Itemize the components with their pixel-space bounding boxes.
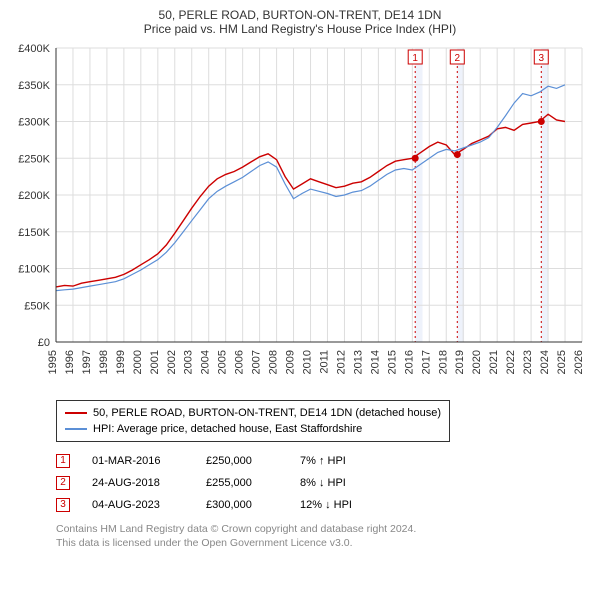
svg-text:2026: 2026	[573, 350, 585, 374]
svg-text:£100K: £100K	[18, 264, 50, 276]
svg-text:3: 3	[538, 53, 544, 64]
svg-text:2023: 2023	[522, 350, 534, 374]
event-date: 01-MAR-2016	[92, 450, 192, 472]
svg-text:£300K: £300K	[18, 117, 50, 129]
svg-text:2021: 2021	[488, 350, 500, 374]
legend-row: HPI: Average price, detached house, East…	[65, 421, 441, 437]
svg-text:2019: 2019	[454, 350, 466, 374]
svg-text:1997: 1997	[81, 350, 93, 374]
svg-text:2017: 2017	[420, 350, 432, 374]
legend-swatch	[65, 428, 87, 430]
svg-text:2016: 2016	[403, 350, 415, 374]
svg-text:2015: 2015	[386, 350, 398, 374]
svg-text:2009: 2009	[285, 350, 297, 374]
chart-subtitle: Price paid vs. HM Land Registry's House …	[12, 22, 588, 36]
svg-text:2006: 2006	[234, 350, 246, 374]
chart-title: 50, PERLE ROAD, BURTON-ON-TRENT, DE14 1D…	[12, 8, 588, 22]
legend-box: 50, PERLE ROAD, BURTON-ON-TRENT, DE14 1D…	[56, 400, 450, 442]
svg-text:2014: 2014	[369, 350, 381, 374]
svg-text:2011: 2011	[318, 350, 330, 374]
legend-swatch	[65, 412, 87, 414]
legend-label: HPI: Average price, detached house, East…	[93, 421, 362, 437]
svg-text:2020: 2020	[471, 350, 483, 374]
event-diff: 8% ↓ HPI	[300, 472, 400, 494]
svg-text:£50K: £50K	[24, 300, 50, 312]
svg-text:2025: 2025	[556, 350, 568, 374]
footer-text: Contains HM Land Registry data © Crown c…	[56, 522, 588, 550]
event-row: 2 24-AUG-2018 £255,000 8% ↓ HPI	[56, 472, 588, 494]
svg-text:£400K: £400K	[18, 43, 50, 55]
footer-line-2: This data is licensed under the Open Gov…	[56, 536, 588, 550]
svg-text:2: 2	[455, 53, 461, 64]
event-date: 24-AUG-2018	[92, 472, 192, 494]
svg-text:2022: 2022	[505, 350, 517, 374]
svg-text:2002: 2002	[166, 350, 178, 374]
svg-text:2024: 2024	[539, 350, 551, 374]
svg-text:2004: 2004	[200, 350, 212, 374]
svg-text:2007: 2007	[251, 350, 263, 374]
svg-text:2013: 2013	[352, 350, 364, 374]
legend-label: 50, PERLE ROAD, BURTON-ON-TRENT, DE14 1D…	[93, 405, 441, 421]
event-number-box: 2	[56, 476, 70, 490]
svg-text:£250K: £250K	[18, 153, 50, 165]
svg-text:1: 1	[412, 53, 418, 64]
event-number-box: 1	[56, 454, 70, 468]
svg-text:£150K: £150K	[18, 227, 50, 239]
event-price: £300,000	[206, 494, 286, 516]
chart-svg: £0 £50K £100K £150K £200K £250K £300K £350K £400…	[12, 42, 588, 392]
svg-text:2010: 2010	[302, 350, 314, 374]
svg-text:1999: 1999	[115, 350, 127, 374]
chart-area: £0 £50K £100K £150K £200K £250K £300K £350K £400…	[12, 42, 588, 392]
event-row: 3 04-AUG-2023 £300,000 12% ↓ HPI	[56, 494, 588, 516]
event-price: £255,000	[206, 472, 286, 494]
footer-line-1: Contains HM Land Registry data © Crown c…	[56, 522, 588, 536]
legend-row: 50, PERLE ROAD, BURTON-ON-TRENT, DE14 1D…	[65, 405, 441, 421]
svg-text:£0: £0	[38, 337, 50, 349]
event-number-box: 3	[56, 498, 70, 512]
event-diff: 12% ↓ HPI	[300, 494, 400, 516]
svg-text:2018: 2018	[437, 350, 449, 374]
svg-text:£350K: £350K	[18, 80, 50, 92]
svg-text:2008: 2008	[268, 350, 280, 374]
svg-text:2003: 2003	[183, 350, 195, 374]
svg-text:1998: 1998	[98, 350, 110, 374]
svg-text:1996: 1996	[64, 350, 76, 374]
svg-text:1995: 1995	[47, 350, 59, 374]
event-date: 04-AUG-2023	[92, 494, 192, 516]
svg-text:2000: 2000	[132, 350, 144, 374]
event-price: £250,000	[206, 450, 286, 472]
event-row: 1 01-MAR-2016 £250,000 7% ↑ HPI	[56, 450, 588, 472]
svg-text:2012: 2012	[335, 350, 347, 374]
svg-text:2005: 2005	[217, 350, 229, 374]
svg-text:£200K: £200K	[18, 190, 50, 202]
event-diff: 7% ↑ HPI	[300, 450, 400, 472]
events-table: 1 01-MAR-2016 £250,000 7% ↑ HPI 2 24-AUG-2018…	[56, 450, 588, 516]
svg-text:2001: 2001	[149, 350, 161, 374]
